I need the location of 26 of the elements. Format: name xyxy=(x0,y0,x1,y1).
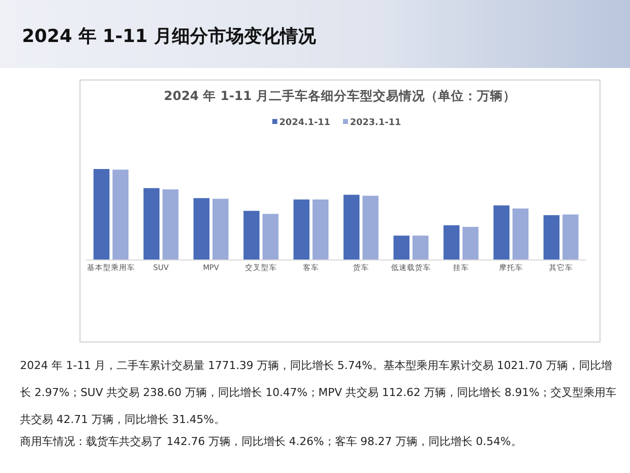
bar xyxy=(344,194,360,260)
bar xyxy=(494,205,510,260)
bar xyxy=(544,215,560,260)
text: 2024 年 1-11 月，二手车累计交易量 1771.39 万辆，同比增长 5.74%。基本型乘用车累计交易 1021.70 万辆，同比增长 2.97%；SUV 共交易 238.60 万辆，同比增长 10.47%；MPV 共交易 112.62 万辆，同比增长 8.91%；交叉型乘用车共交易 42.71 万辆，同比增长 31.45%。 xyxy=(20,359,616,426)
bar xyxy=(212,198,228,260)
bar xyxy=(294,199,310,260)
bar xyxy=(244,210,260,260)
bar xyxy=(94,169,110,260)
legend-label: 2024.1-11 xyxy=(279,118,330,128)
bar xyxy=(394,236,410,260)
bar xyxy=(562,214,578,260)
bar xyxy=(312,199,328,260)
bar xyxy=(362,196,378,260)
text: 2024 年 1-11 月细分市场变化情况 xyxy=(22,25,316,48)
bar xyxy=(412,236,428,260)
bar xyxy=(194,198,210,260)
bar xyxy=(444,225,460,260)
bar xyxy=(112,170,128,260)
bar xyxy=(462,226,478,260)
chart-title: 2024 年 1-11 月二手车各细分车型交易情况（单位：万辆） xyxy=(164,88,516,103)
bar xyxy=(262,214,278,260)
bar xyxy=(512,208,528,260)
legend-label: 2023.1-11 xyxy=(350,118,401,128)
bar xyxy=(162,189,178,260)
text: 商用车情况：载货车共交易了 142.76 万辆，同比增长 4.26%；客车 98.27 万辆，同比增长 0.54%。 xyxy=(20,434,523,450)
bar xyxy=(144,188,160,260)
